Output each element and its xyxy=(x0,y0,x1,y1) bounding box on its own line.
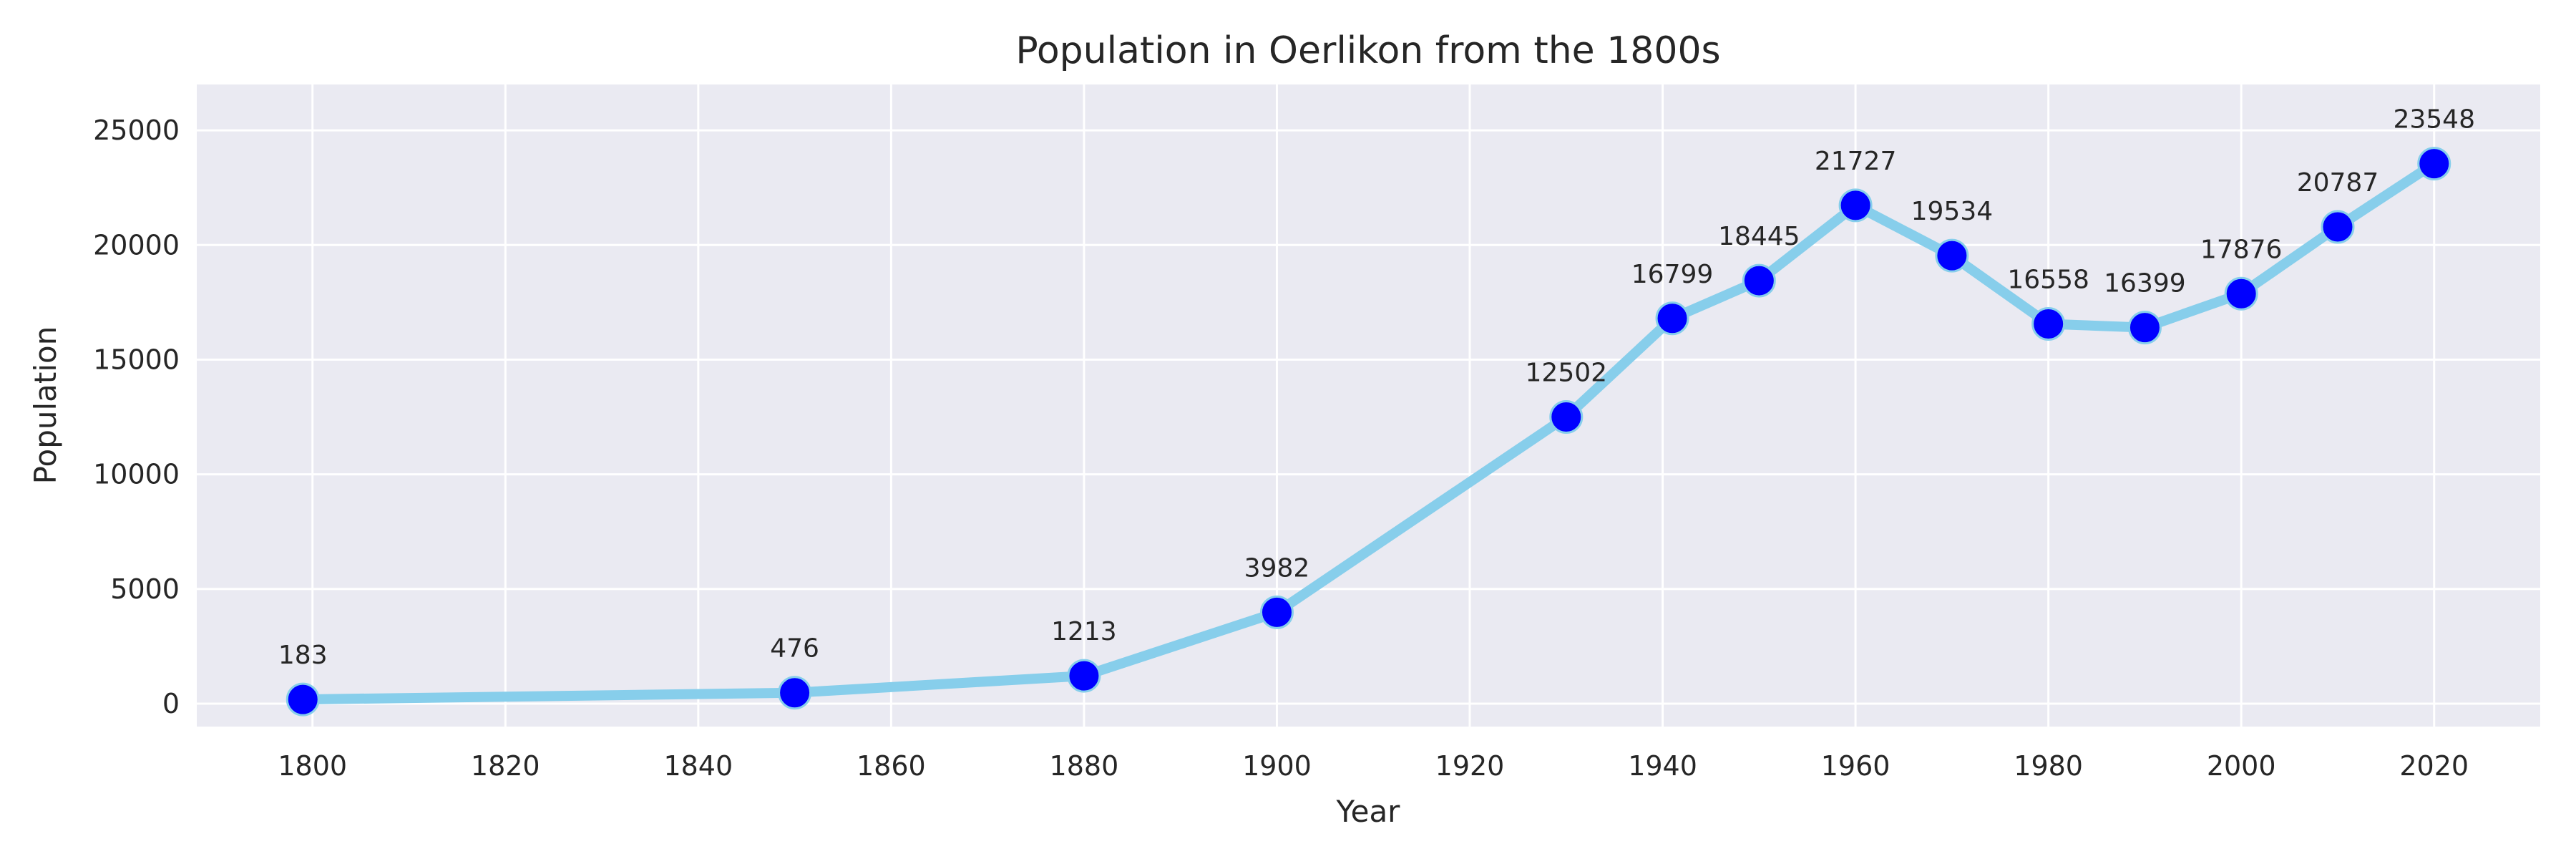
data-point xyxy=(2417,147,2451,181)
data-point xyxy=(1935,238,1969,273)
y-axis-ticks: 0 5000 10000 15000 20000 25000 xyxy=(93,115,180,719)
data-point xyxy=(2224,276,2258,311)
series-layer xyxy=(286,147,2451,717)
data-label: 19534 xyxy=(1911,197,1994,226)
x-tick-label: 1800 xyxy=(278,750,347,782)
x-axis-label: Year xyxy=(1336,794,1401,829)
x-tick-label: 1940 xyxy=(1628,750,1697,782)
x-tick-label: 1980 xyxy=(2014,750,2083,782)
y-tick-label: 0 xyxy=(162,688,180,719)
data-label: 476 xyxy=(770,634,819,664)
series-line xyxy=(298,158,2439,705)
data-point xyxy=(2031,307,2066,341)
chart-title: Population in Oerlikon from the 1800s xyxy=(1015,29,1720,72)
x-tick-label: 1900 xyxy=(1242,750,1312,782)
y-tick-label: 10000 xyxy=(93,459,180,490)
x-tick-label: 1920 xyxy=(1435,750,1505,782)
y-tick-label: 25000 xyxy=(93,115,180,146)
data-label: 16558 xyxy=(2007,266,2089,295)
data-point xyxy=(1742,263,1776,298)
x-tick-label: 1880 xyxy=(1050,750,1119,782)
data-label: 18445 xyxy=(1718,222,1800,251)
y-tick-label: 5000 xyxy=(110,573,180,605)
data-label: 16799 xyxy=(1631,260,1714,289)
data-label: 21727 xyxy=(1815,147,1897,176)
y-gridlines xyxy=(197,129,2540,705)
data-label: 183 xyxy=(278,641,328,670)
data-point xyxy=(1549,399,1584,434)
data-label: 16399 xyxy=(2104,269,2186,299)
data-point xyxy=(2127,311,2162,345)
data-point xyxy=(1655,301,1689,336)
data-point xyxy=(778,676,812,710)
data-point xyxy=(1838,188,1873,223)
y-axis-label: Population xyxy=(28,326,63,485)
data-point xyxy=(1067,659,1101,693)
data-label: 23548 xyxy=(2393,105,2475,135)
y-tick-label: 15000 xyxy=(93,344,180,375)
x-axis-ticks: 1800 1820 1840 1860 1880 1900 1920 1940 1960 1980… xyxy=(278,750,2469,782)
x-tick-label: 2000 xyxy=(2207,750,2276,782)
x-tick-label: 1860 xyxy=(857,750,926,782)
x-tick-label: 1820 xyxy=(471,750,540,782)
x-tick-label: 1840 xyxy=(663,750,733,782)
data-label: 17876 xyxy=(2200,235,2283,264)
data-point xyxy=(2321,210,2355,244)
data-label: 1213 xyxy=(1051,617,1117,646)
data-point xyxy=(286,682,320,717)
x-tick-label: 2020 xyxy=(2399,750,2469,782)
data-point xyxy=(1259,595,1294,629)
data-label: 12502 xyxy=(1526,358,1608,387)
data-label: 20787 xyxy=(2297,168,2379,198)
plot-area xyxy=(197,84,2540,727)
y-tick-label: 20000 xyxy=(93,229,180,261)
data-label: 3982 xyxy=(1244,553,1310,583)
x-tick-label: 1960 xyxy=(1821,750,1890,782)
x-gridlines xyxy=(311,84,2436,727)
